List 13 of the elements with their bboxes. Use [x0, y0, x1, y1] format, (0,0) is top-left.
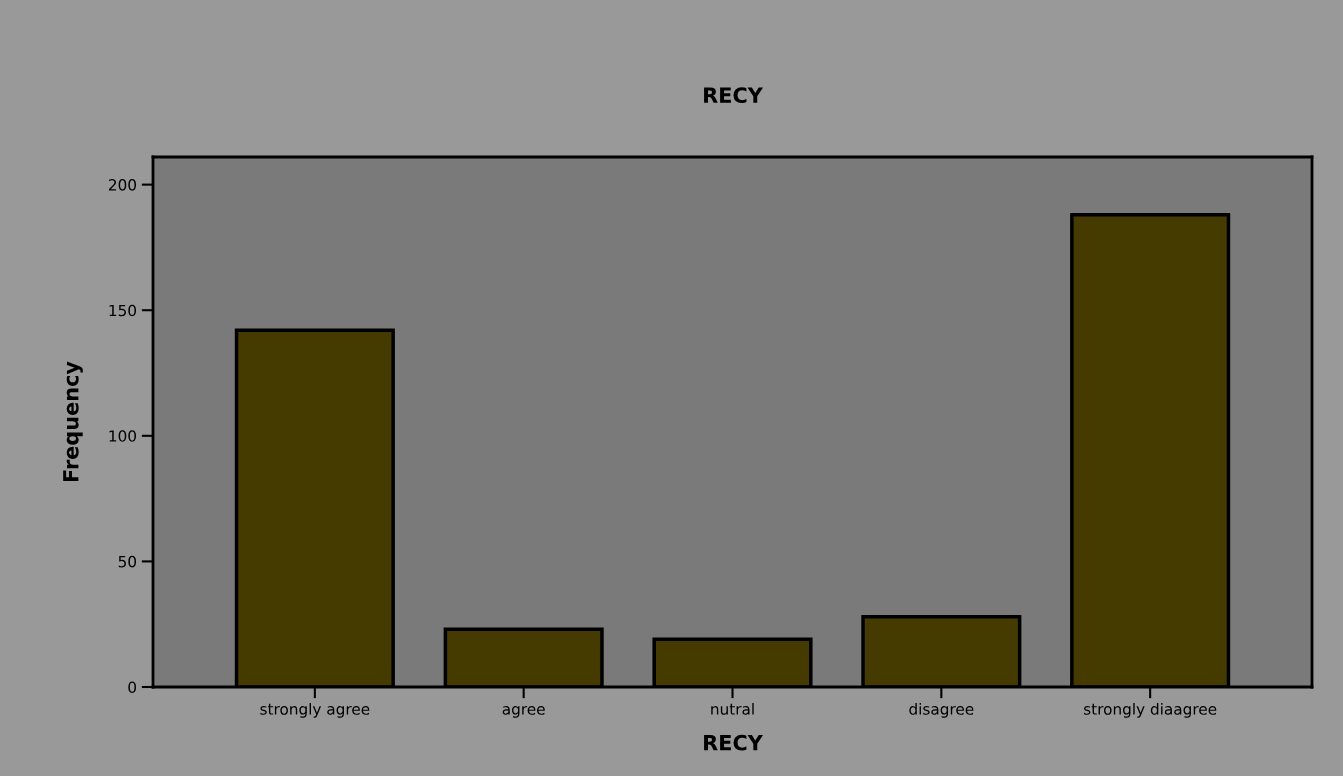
x-tick-label: nutral: [711, 702, 754, 715]
y-tick-label: 100: [109, 430, 137, 442]
y-tick-label: 150: [109, 304, 137, 317]
chart-title: RECY: [704, 87, 764, 104]
x-tick-label: agree: [502, 706, 545, 718]
x-tick-label: strongly agree: [260, 702, 370, 718]
y-tick-label: 0: [128, 681, 137, 694]
x-axis-title: RECY: [704, 734, 764, 751]
y-tick-label: 200: [108, 179, 137, 191]
x-tick-label: strongly diaagree: [1084, 702, 1217, 718]
y-tick-label: 50: [118, 555, 137, 568]
x-tick-label: disagree: [909, 702, 974, 718]
y-axis-title: Frequency: [63, 361, 83, 482]
